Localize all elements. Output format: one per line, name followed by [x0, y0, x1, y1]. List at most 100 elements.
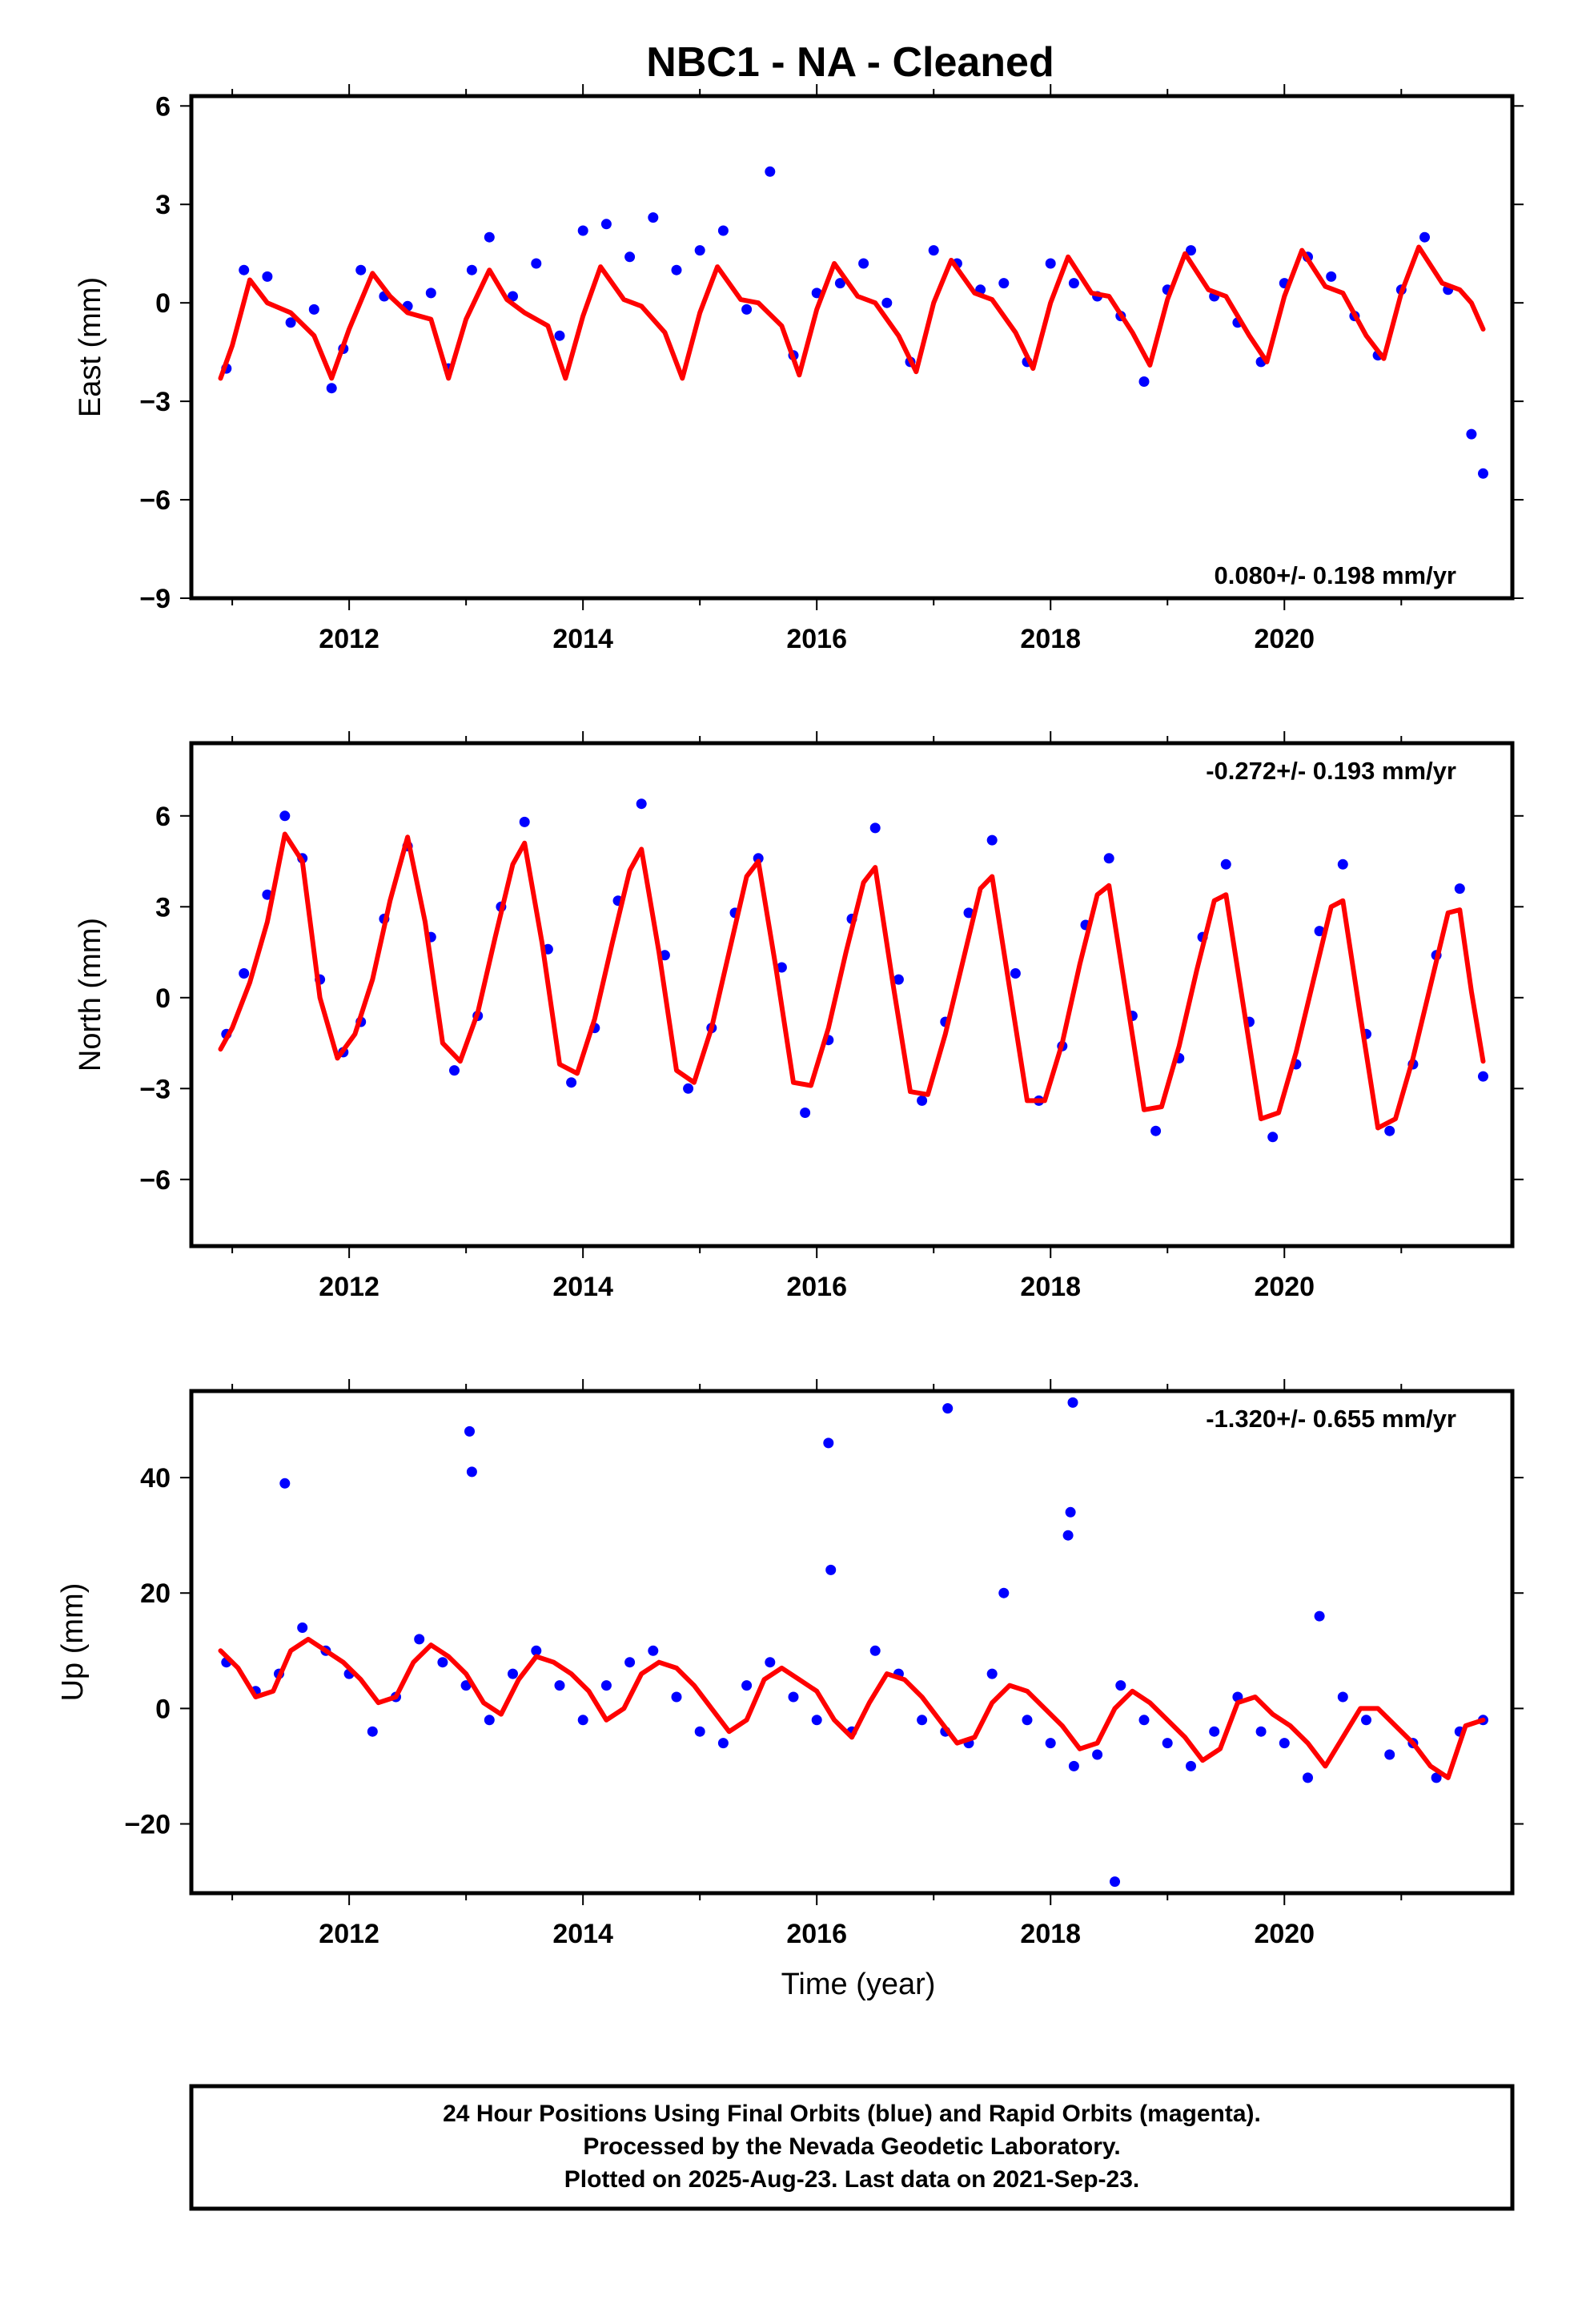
- up-data-point: [531, 1645, 542, 1656]
- up-data-point: [464, 1425, 475, 1437]
- up-data-point: [788, 1691, 799, 1703]
- east-y-tick-label: 3: [155, 190, 171, 220]
- east-data-point: [928, 245, 939, 256]
- east-y-tick-label: −9: [139, 584, 171, 614]
- up-data-point: [367, 1726, 378, 1737]
- up-data-point: [1303, 1772, 1313, 1783]
- east-data-point: [741, 304, 753, 315]
- east-data-point: [858, 258, 869, 269]
- up-data-point: [554, 1680, 565, 1691]
- north-y-tick-label: 3: [155, 892, 171, 923]
- up-data-point: [1067, 1397, 1078, 1408]
- east-data-point: [624, 251, 636, 263]
- up-data-point: [460, 1680, 472, 1691]
- east-x-tick-label: 2018: [1020, 624, 1081, 654]
- up-data-point: [825, 1564, 837, 1575]
- up-data-point: [1062, 1530, 1074, 1541]
- east-data-point: [881, 297, 893, 308]
- east-y-tick-label: −3: [139, 387, 171, 417]
- up-y-tick-label: −20: [124, 1810, 171, 1840]
- east-data-point: [1045, 258, 1056, 269]
- east-data-point: [648, 212, 659, 223]
- up-data-point: [1162, 1738, 1173, 1749]
- north-y-axis-title: North (mm): [74, 918, 107, 1072]
- east-rate-annotation: 0.080+/- 0.198 mm/yr: [1215, 561, 1456, 589]
- north-data-layer: [218, 798, 1488, 1143]
- up-data-point: [671, 1691, 682, 1703]
- up-data-point: [694, 1726, 705, 1737]
- caption-line-2: Processed by the Nevada Geodetic Laborat…: [583, 2133, 1120, 2160]
- east-data-point: [1138, 376, 1150, 387]
- north-x-tick-label: 2016: [786, 1272, 847, 1302]
- north-x-tick-label: 2012: [319, 1272, 379, 1302]
- up-y-tick-label: 0: [155, 1694, 171, 1724]
- north-x-tick-label: 2018: [1020, 1272, 1081, 1302]
- north-y-tick-label: −6: [139, 1165, 171, 1196]
- up-data-point: [1045, 1738, 1056, 1749]
- east-data-point: [508, 291, 518, 302]
- east-data-point: [1326, 271, 1337, 282]
- north-data-point: [449, 1065, 460, 1076]
- up-data-point: [648, 1645, 659, 1656]
- north-data-point: [566, 1077, 577, 1088]
- east-x-tick-label: 2014: [552, 624, 613, 654]
- up-data-point: [1092, 1749, 1103, 1760]
- north-data-point: [1314, 926, 1325, 937]
- east-y-tick-label: −6: [139, 485, 171, 516]
- up-fit-line: [218, 1636, 1486, 1780]
- east-data-point: [1419, 231, 1430, 243]
- north-data-point: [239, 968, 250, 979]
- up-data-point: [297, 1622, 308, 1633]
- north-data-point: [636, 798, 647, 810]
- east-data-point: [577, 225, 588, 236]
- up-x-tick-label: 2016: [786, 1919, 847, 1949]
- east-data-point: [998, 278, 1010, 289]
- up-x-tick-label: 2018: [1020, 1919, 1081, 1949]
- up-data-point: [942, 1403, 954, 1414]
- east-data-point: [531, 258, 542, 269]
- east-data-point: [308, 304, 319, 315]
- east-y-axis-title: East (mm): [74, 277, 107, 417]
- up-data-point: [1361, 1715, 1371, 1726]
- up-panel: 2012 2014 2016 2018 2020 −20 0 20 40 Up (mm) -1.32…: [56, 1379, 1524, 1949]
- north-panel: 2012 2014 2016 2018 2020 −6 −3 0 3 6 North (mm) -0.…: [74, 731, 1524, 1302]
- east-data-point: [834, 278, 845, 289]
- north-data-point: [683, 1083, 694, 1094]
- east-data-point: [1478, 468, 1488, 479]
- east-data-layer: [218, 166, 1488, 479]
- east-data-point: [1186, 245, 1196, 256]
- north-fit-line: [218, 831, 1486, 1131]
- up-data-point: [869, 1645, 881, 1656]
- east-y-tick-label: 0: [155, 288, 171, 319]
- north-data-point: [869, 822, 881, 834]
- east-x-tick-label: 2016: [786, 624, 847, 654]
- east-data-point: [671, 264, 682, 275]
- north-y-tick-label: 6: [155, 802, 171, 832]
- up-data-point: [1022, 1715, 1033, 1726]
- caption-line-1: 24 Hour Positions Using Final Orbits (bl…: [443, 2101, 1261, 2127]
- north-data-point: [1454, 883, 1465, 895]
- up-data-point: [414, 1634, 425, 1645]
- up-frame: [189, 1389, 1515, 1896]
- east-data-point: [811, 287, 822, 299]
- east-data-point: [425, 287, 436, 299]
- east-fit-line: [218, 244, 1486, 381]
- caption-line-3: Plotted on 2025-Aug-23. Last data on 202…: [564, 2166, 1140, 2193]
- north-data-point: [1150, 1125, 1162, 1136]
- up-data-point: [1068, 1760, 1079, 1771]
- up-data-point: [811, 1715, 822, 1726]
- up-data-point: [917, 1715, 928, 1726]
- up-data-point: [1431, 1772, 1442, 1783]
- east-data-point: [326, 383, 337, 394]
- up-x-tick-label: 2020: [1254, 1919, 1315, 1949]
- up-data-point: [279, 1478, 291, 1489]
- up-data-point: [1065, 1506, 1076, 1518]
- north-data-point: [519, 816, 530, 827]
- east-y-tick-label: 6: [155, 91, 171, 122]
- north-data-point: [1103, 853, 1114, 864]
- x-axis-title: Time (year): [781, 1968, 936, 2001]
- east-data-point: [554, 330, 565, 341]
- north-data-point: [963, 907, 974, 919]
- up-data-point: [1209, 1726, 1220, 1737]
- north-rate-annotation: -0.272+/- 0.193 mm/yr: [1206, 757, 1456, 785]
